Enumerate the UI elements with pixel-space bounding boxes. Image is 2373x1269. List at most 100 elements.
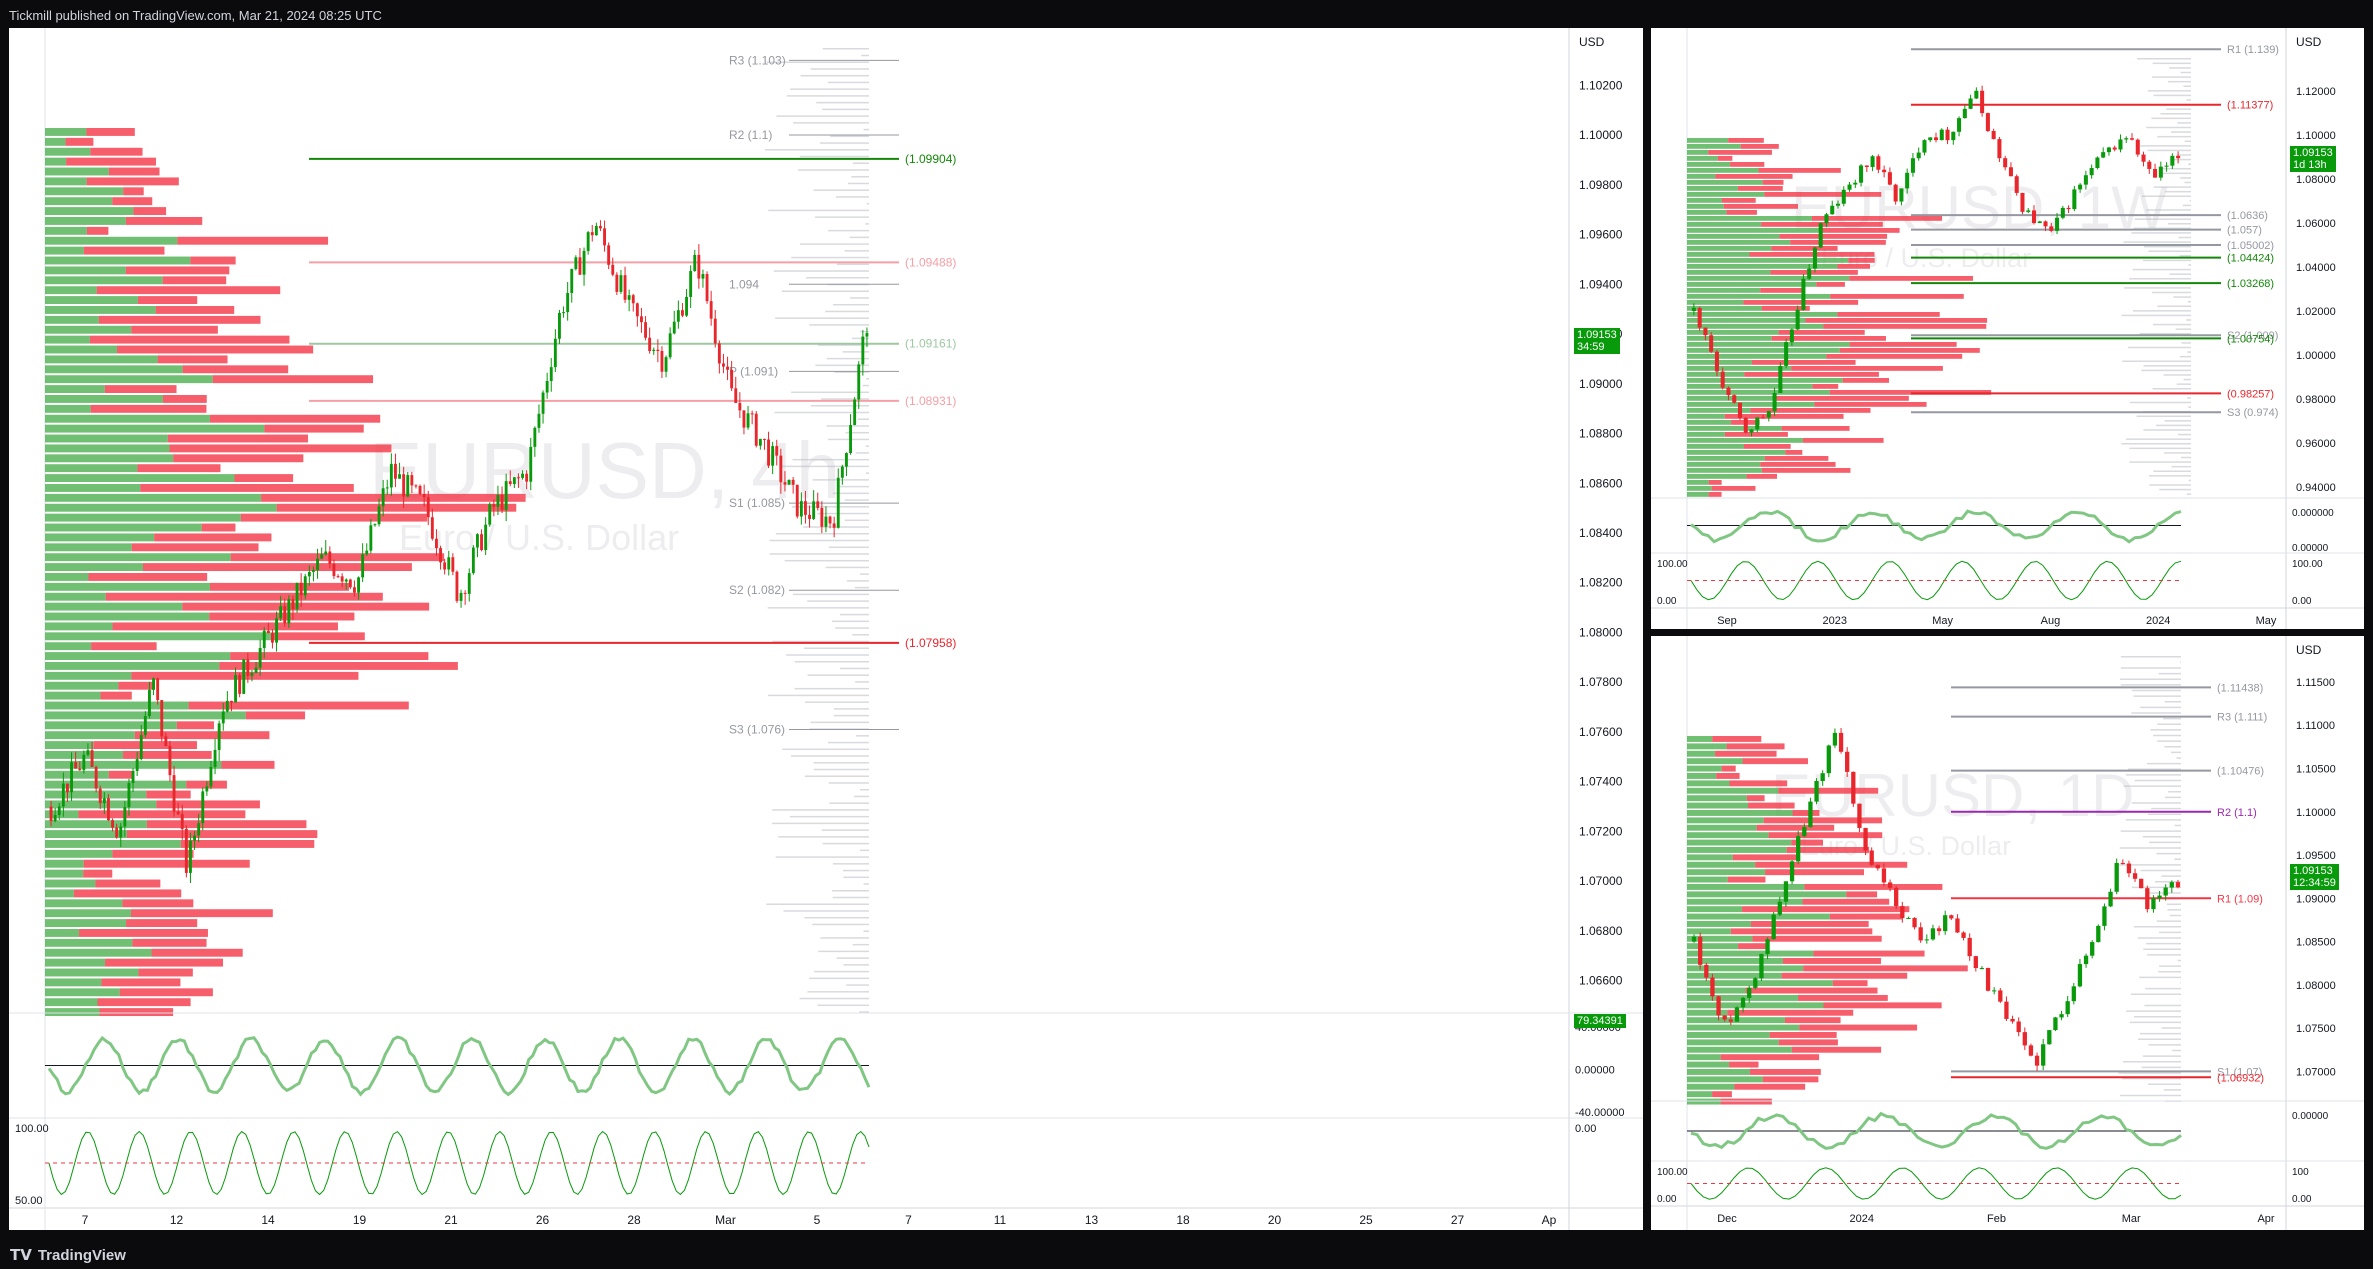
volume-profile-down: [1729, 780, 1788, 787]
volume-profile-up: [45, 938, 133, 947]
volume-profile-up: [45, 395, 163, 403]
candle-body: [332, 563, 336, 577]
session-volume-bar: [846, 984, 869, 986]
price-tick: 1.10000: [2296, 807, 2336, 819]
volume-profile-up: [1687, 150, 1709, 155]
candle-body: [1737, 402, 1743, 418]
volume-profile-up: [1687, 348, 1840, 353]
session-volume-bar: [2131, 802, 2181, 804]
session-volume-bar: [2145, 987, 2181, 990]
candle-body: [812, 501, 816, 519]
session-volume-bar: [866, 202, 869, 205]
candle-body: [225, 700, 229, 712]
session-volume-bar: [835, 627, 869, 629]
volume-profile-down: [132, 938, 207, 947]
session-volume-bar: [865, 445, 869, 447]
volume-profile-up: [45, 365, 183, 374]
volume-profile-up: [1687, 144, 1741, 149]
tradingview-logo[interactable]: 𝗧𝗩 TradingView: [10, 1246, 126, 1264]
session-volume-bar: [2147, 149, 2191, 152]
candle-body: [2124, 138, 2129, 140]
session-volume-bar: [2129, 461, 2191, 463]
volume-profile-down: [182, 602, 430, 611]
volume-profile-up: [45, 602, 183, 611]
volume-profile-up: [1687, 474, 1747, 479]
candle-body: [2112, 147, 2117, 150]
volume-profile-down: [122, 899, 194, 908]
candle-body: [738, 402, 742, 411]
rsi-value-tag: 79.34391: [1574, 1014, 1626, 1028]
candle-body: [217, 723, 221, 750]
volume-profile-down: [1708, 150, 1772, 155]
session-volume-bar: [2134, 218, 2191, 220]
volume-profile-up: [1687, 180, 1763, 185]
session-volume-bar: [2159, 488, 2191, 491]
candle-body: [2031, 210, 2037, 224]
candle-body: [1943, 915, 1948, 932]
candle-body: [697, 254, 701, 279]
candle-body: [1826, 745, 1831, 774]
session-volume-bar: [836, 263, 869, 266]
candle-body: [307, 571, 311, 577]
session-volume-bar: [2172, 1049, 2181, 1052]
session-volume-bar: [836, 957, 869, 959]
volume-profile-down: [162, 276, 227, 285]
candle-body: [328, 551, 332, 564]
volume-profile-up: [1687, 438, 1803, 443]
volume-profile-up: [1687, 372, 1745, 377]
session-volume-bar: [866, 378, 869, 380]
session-volume-bar: [829, 802, 869, 804]
candle-body: [2135, 139, 2140, 155]
candle-body: [102, 798, 106, 804]
time-tick: 13: [1085, 1213, 1099, 1227]
chart-panel-1d[interactable]: EURUSD, 1D Euro / U.S. Dollar USD 1.11500 1.…: [1651, 636, 2364, 1230]
volume-profile-up: [1687, 972, 1782, 979]
candle-body: [562, 312, 565, 314]
candle-body: [1985, 113, 1990, 132]
candle-body: [459, 592, 463, 601]
session-volume-bar: [865, 223, 869, 225]
volume-profile-up: [45, 533, 155, 542]
volume-profile-up: [45, 276, 163, 285]
watermark-description: Euro / U.S. Dollar: [399, 517, 679, 558]
candle-body: [320, 554, 324, 559]
volume-profile-down: [261, 493, 526, 502]
volume-profile-down: [112, 849, 194, 858]
session-volume-bar: [857, 418, 869, 420]
chart-panel-4h[interactable]: EURUSD, 4h Euro / U.S. Dollar USD 1.10200 1.…: [9, 28, 1643, 1230]
session-volume-bar: [2184, 140, 2191, 142]
candle-body: [426, 497, 430, 518]
volume-profile-down: [1803, 965, 1968, 972]
volume-profile-up: [1687, 958, 1783, 964]
volume-profile-down: [1782, 958, 1881, 964]
time-tick: 2024: [2146, 615, 2170, 627]
volume-profile-up: [1687, 987, 1746, 994]
candle-body: [74, 762, 78, 769]
volume-profile-up: [45, 662, 220, 670]
candle-body: [111, 820, 114, 828]
candle-body: [410, 475, 414, 486]
session-volume-bar: [2186, 99, 2191, 101]
session-volume-bar: [2157, 305, 2191, 307]
volume-profile-down: [1832, 980, 1868, 987]
candle-body: [521, 473, 524, 478]
level-label: S2 (1.009): [2227, 330, 2278, 342]
candle-body: [148, 689, 151, 717]
candle-body: [2151, 898, 2156, 910]
session-volume-bar: [2132, 268, 2191, 271]
chart-panel-1w[interactable]: EURUSD, 1W Euro / U.S. Dollar USD 1.12000 1.…: [1651, 28, 2364, 629]
candle-body: [492, 504, 496, 507]
candle-body: [152, 678, 155, 690]
session-volume-bar: [799, 155, 869, 158]
volume-profile-down: [167, 434, 308, 443]
candle-body: [549, 367, 553, 382]
time-tick: 18: [1176, 1213, 1190, 1227]
session-volume-bar: [2140, 145, 2191, 147]
candle-body: [2066, 207, 2071, 210]
currency-label: USD: [1579, 35, 1605, 49]
volume-profile-up: [45, 573, 89, 581]
volume-profile-up: [45, 582, 210, 591]
